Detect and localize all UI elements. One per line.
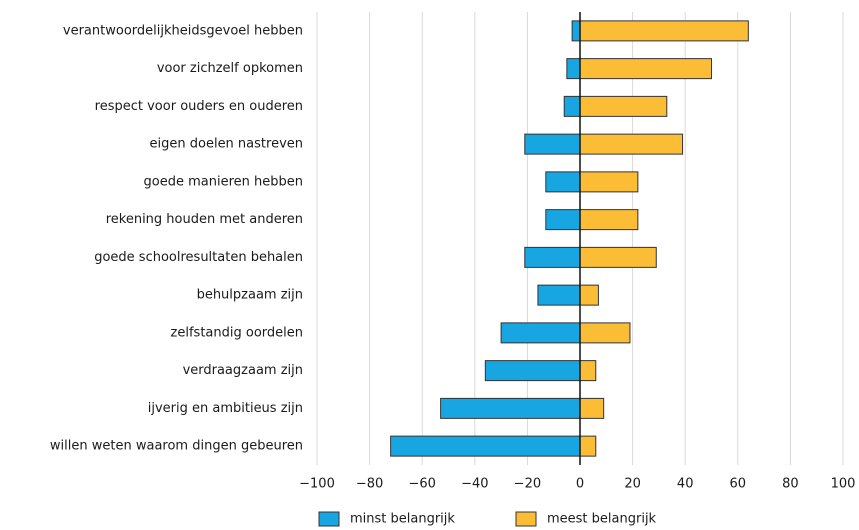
bar bbox=[579, 133, 684, 155]
legend-swatch bbox=[515, 511, 537, 527]
x-tick-label: 20 bbox=[624, 477, 641, 492]
y-tick-label: goede schoolresultaten behalen bbox=[94, 250, 303, 265]
x-tick-label: −80 bbox=[356, 477, 383, 492]
bar bbox=[566, 58, 581, 80]
y-tick-label: behulpzaam zijn bbox=[197, 288, 303, 303]
bar bbox=[579, 435, 597, 457]
bar bbox=[524, 133, 581, 155]
x-tick-label: 40 bbox=[677, 477, 694, 492]
bar bbox=[545, 171, 581, 193]
x-tick-label: 60 bbox=[730, 477, 747, 492]
y-tick-label: eigen doelen nastreven bbox=[150, 137, 303, 152]
bar bbox=[579, 209, 639, 231]
x-tick-label: 0 bbox=[576, 477, 584, 492]
bar bbox=[579, 360, 597, 382]
bar bbox=[545, 209, 581, 231]
bar bbox=[500, 322, 581, 344]
bar bbox=[579, 95, 668, 117]
bar bbox=[484, 360, 581, 382]
y-tick-label: voor zichzelf opkomen bbox=[157, 61, 303, 76]
x-tick-label: −40 bbox=[461, 477, 488, 492]
y-tick-label: willen weten waarom dingen gebeuren bbox=[50, 439, 303, 454]
x-tick-label: −20 bbox=[514, 477, 541, 492]
x-tick-label: 80 bbox=[782, 477, 799, 492]
bar bbox=[579, 284, 599, 306]
bar bbox=[579, 397, 605, 419]
y-tick-label: ijverig en ambitieus zijn bbox=[148, 401, 303, 416]
bar bbox=[571, 20, 581, 42]
legend-label: meest belangrijk bbox=[547, 512, 657, 527]
x-tick-label: −60 bbox=[408, 477, 435, 492]
bar bbox=[579, 20, 749, 42]
y-tick-label: zelfstandig oordelen bbox=[171, 325, 303, 340]
bar bbox=[579, 246, 657, 268]
legend-swatch bbox=[318, 511, 340, 527]
bar bbox=[524, 246, 581, 268]
bar bbox=[579, 58, 712, 80]
bar bbox=[563, 95, 581, 117]
x-tick-label: 100 bbox=[831, 477, 856, 492]
bar bbox=[579, 171, 639, 193]
bar bbox=[579, 322, 631, 344]
y-tick-label: rekening houden met anderen bbox=[106, 212, 303, 227]
y-tick-label: verdraagzaam zijn bbox=[183, 363, 303, 378]
legend-label: minst belangrijk bbox=[350, 512, 455, 527]
y-tick-label: respect voor ouders en ouderen bbox=[95, 99, 303, 114]
x-tick-label: −100 bbox=[299, 477, 335, 492]
bar bbox=[537, 284, 581, 306]
y-tick-label: goede manieren hebben bbox=[144, 174, 303, 189]
bar bbox=[440, 397, 581, 419]
y-tick-label: verantwoordelijkheidsgevoel hebben bbox=[63, 23, 303, 38]
bar bbox=[390, 435, 581, 457]
